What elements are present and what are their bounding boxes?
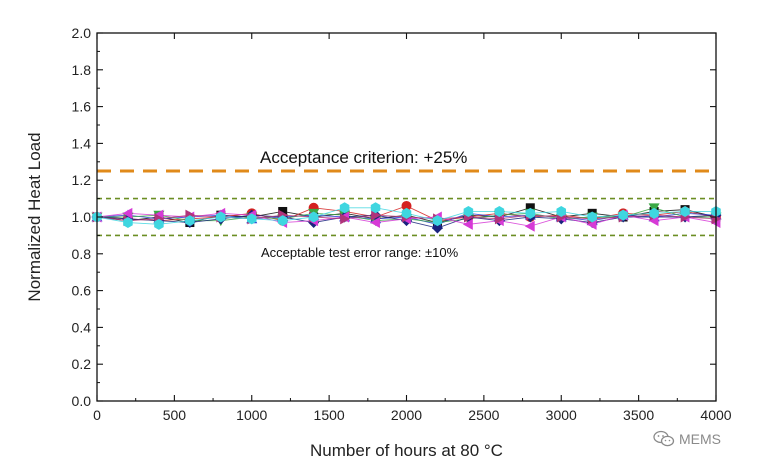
x-tick-label: 3000 — [546, 407, 577, 423]
y-tick-label: 2.0 — [72, 25, 92, 41]
x-tick-label: 0 — [93, 407, 101, 423]
x-tick-label: 3500 — [623, 407, 654, 423]
data-point — [371, 209, 382, 221]
data-point — [185, 215, 195, 227]
data-point — [123, 217, 133, 229]
y-tick-label: 0.2 — [72, 356, 92, 372]
data-point — [370, 217, 380, 229]
x-tick-label: 1500 — [314, 407, 345, 423]
data-point — [432, 215, 443, 227]
data-point — [494, 205, 505, 217]
x-tick-label: 2000 — [391, 407, 422, 423]
data-point — [340, 213, 351, 225]
x-tick-label: 500 — [163, 407, 187, 423]
x-tick-label: 1000 — [236, 407, 267, 423]
y-tick-label: 1.2 — [72, 172, 92, 188]
y-tick-label: 1.6 — [72, 99, 92, 115]
data-point — [494, 213, 505, 225]
data-point — [648, 215, 659, 227]
x-tick-label: 2500 — [468, 407, 499, 423]
x-tick-label: 4000 — [700, 407, 731, 423]
y-tick-label: 1.0 — [72, 209, 92, 225]
y-tick-label: 1.8 — [72, 62, 92, 78]
data-point — [339, 202, 350, 214]
wechat-icon — [653, 430, 675, 448]
watermark: MEMS — [653, 430, 721, 448]
data-point — [246, 213, 257, 225]
data-point — [618, 209, 628, 221]
data-point — [586, 218, 597, 230]
data-point — [524, 220, 535, 232]
ticks-layer: 0 500 1000 1500 2000 2500 3000 3500 4000 0.0 0.2 0.… — [72, 25, 732, 423]
data-point — [462, 218, 473, 230]
data-point — [401, 200, 412, 211]
data-point — [277, 215, 288, 227]
y-tick-label: 0.8 — [72, 246, 92, 262]
data-point — [154, 218, 164, 230]
x-axis-title: Number of hours at 80 °C — [310, 441, 503, 460]
plot-layer: Acceptance criterion: +25% Acceptable tes… — [91, 148, 722, 260]
data-point — [122, 207, 133, 219]
y-axis-title: Normalized Heat Load — [25, 132, 44, 301]
data-point — [370, 202, 381, 214]
y-tick-label: 0.6 — [72, 283, 92, 299]
data-point — [556, 205, 567, 217]
data-point — [401, 207, 412, 219]
data-point — [278, 206, 288, 216]
reference-line-label: Acceptable test error range: ±10% — [261, 245, 459, 260]
data-point — [216, 211, 226, 223]
data-point — [680, 205, 690, 217]
y-tick-label: 0.4 — [72, 319, 92, 335]
data-point — [463, 205, 474, 217]
data-point — [649, 207, 659, 219]
y-tick-label: 1.4 — [72, 135, 92, 151]
data-point — [431, 222, 443, 234]
watermark-text: MEMS — [679, 431, 721, 447]
reference-line-label: Acceptance criterion: +25% — [260, 148, 467, 167]
data-point — [525, 207, 536, 219]
y-tick-label: 0.0 — [72, 393, 92, 409]
data-point — [525, 203, 535, 213]
data-point — [308, 211, 319, 223]
data-point — [587, 211, 597, 223]
